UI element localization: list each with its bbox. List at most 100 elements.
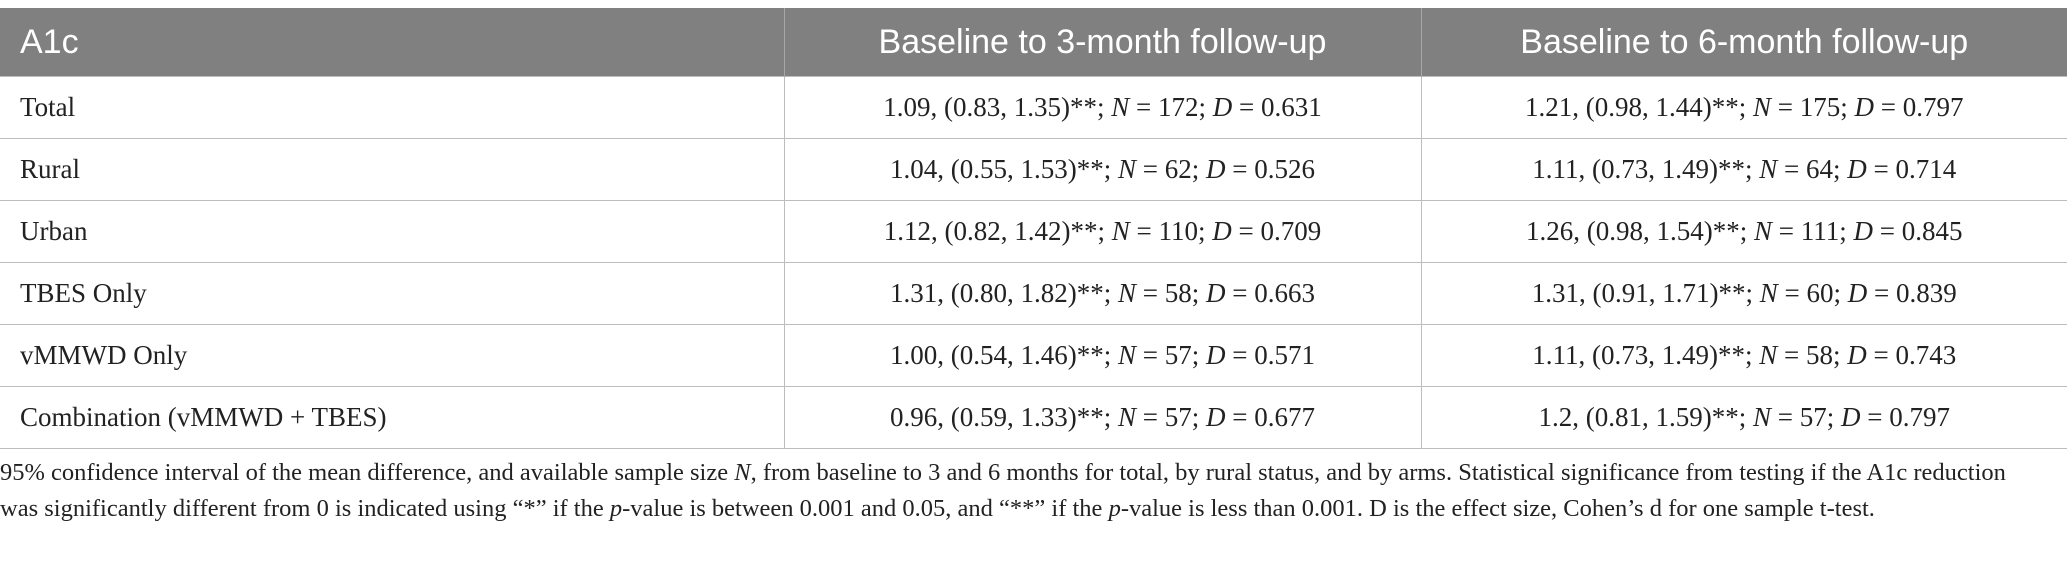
- sample-size: 110;: [1158, 216, 1206, 246]
- equals-sign: =: [1777, 278, 1807, 308]
- effect-size: 0.709: [1260, 216, 1322, 246]
- d-symbol: D: [1206, 154, 1226, 184]
- effect-size: 0.845: [1901, 216, 1963, 246]
- sample-size: 57;: [1164, 340, 1200, 370]
- equals-sign: =: [1874, 92, 1903, 122]
- sample-size: 58;: [1805, 340, 1841, 370]
- effect-size: 0.631: [1260, 92, 1322, 122]
- row-label: vMMWD Only: [0, 324, 784, 387]
- footnote-text-1: 95% confidence interval of the mean diff…: [0, 459, 735, 486]
- table-footnote: 95% confidence interval of the mean diff…: [0, 449, 2062, 527]
- n-symbol: N: [1117, 154, 1136, 184]
- effect-size: 0.526: [1254, 154, 1315, 184]
- estimate-ci: 1.11, (0.73, 1.49)**;: [1532, 154, 1753, 184]
- d-symbol: D: [1206, 340, 1226, 370]
- estimate-ci: 1.21, (0.98, 1.44)**;: [1525, 92, 1747, 122]
- cell-3-month: 1.00, (0.54, 1.46)**; N = 57; D = 0.571: [783, 324, 1421, 387]
- table-row: Total 1.09, (0.83, 1.35)**; N = 172; D = …: [0, 76, 2067, 139]
- equals-sign: =: [1136, 340, 1165, 370]
- footnote-p-symbol: p: [1108, 495, 1121, 522]
- equals-sign: =: [1136, 278, 1165, 308]
- header-3-month: Baseline to 3-month follow-up: [783, 8, 1421, 77]
- footnote-text-3: -value is between 0.001 and 0.05, and “*…: [622, 495, 1109, 522]
- header-a1c: A1c: [0, 8, 784, 77]
- d-symbol: D: [1847, 154, 1867, 184]
- d-symbol: D: [1212, 216, 1232, 246]
- sample-size: 57;: [1164, 402, 1200, 432]
- cell-6-month: 1.11, (0.73, 1.49)**; N = 58; D = 0.743: [1420, 324, 2067, 387]
- cell-6-month: 1.21, (0.98, 1.44)**; N = 175; D = 0.797: [1420, 76, 2067, 139]
- estimate-ci: 1.31, (0.80, 1.82)**;: [890, 278, 1112, 308]
- table-row: Rural 1.04, (0.55, 1.53)**; N = 62; D = 0…: [0, 138, 2067, 201]
- estimate-ci: 1.2, (0.81, 1.59)**;: [1538, 402, 1747, 432]
- n-symbol: N: [1111, 92, 1130, 122]
- footnote-text-2: , from baseline to 3 and 6 months for to…: [0, 459, 2006, 522]
- n-symbol: N: [1111, 216, 1130, 246]
- effect-size: 0.677: [1254, 402, 1315, 432]
- row-label: Rural: [0, 138, 784, 201]
- effect-size: 0.714: [1895, 154, 1957, 184]
- estimate-ci: 1.00, (0.54, 1.46)**;: [890, 340, 1112, 370]
- effect-size: 0.743: [1895, 340, 1957, 370]
- d-symbol: D: [1841, 402, 1861, 432]
- row-label: Combination (vMMWD + TBES): [0, 386, 784, 449]
- row-label: TBES Only: [0, 262, 784, 325]
- cell-6-month: 1.2, (0.81, 1.59)**; N = 57; D = 0.797: [1420, 386, 2067, 449]
- footnote-p-symbol: p: [609, 495, 623, 522]
- d-symbol: D: [1847, 278, 1868, 308]
- d-symbol: D: [1206, 278, 1226, 308]
- equals-sign: =: [1231, 216, 1261, 246]
- footnote-n-symbol: N: [734, 459, 751, 486]
- cell-3-month: 1.09, (0.83, 1.35)**; N = 172; D = 0.631: [783, 76, 1421, 139]
- estimate-ci: 1.04, (0.55, 1.53)**;: [890, 154, 1112, 184]
- sample-size: 60;: [1806, 278, 1841, 308]
- d-symbol: D: [1206, 402, 1226, 432]
- equals-sign: =: [1225, 402, 1255, 432]
- equals-sign: =: [1225, 154, 1255, 184]
- estimate-ci: 1.31, (0.91, 1.71)**;: [1531, 278, 1753, 308]
- estimate-ci: 0.96, (0.59, 1.33)**;: [890, 402, 1112, 432]
- sample-size: 64;: [1805, 154, 1841, 184]
- equals-sign: =: [1129, 216, 1159, 246]
- equals-sign: =: [1232, 92, 1261, 122]
- cell-6-month: 1.26, (0.98, 1.54)**; N = 111; D = 0.845: [1420, 200, 2067, 263]
- equals-sign: =: [1866, 154, 1896, 184]
- n-symbol: N: [1759, 278, 1778, 308]
- header-row: A1c Baseline to 3-month follow-up Baseli…: [0, 8, 2067, 77]
- n-symbol: N: [1117, 402, 1136, 432]
- equals-sign: =: [1771, 402, 1800, 432]
- equals-sign: =: [1136, 402, 1165, 432]
- equals-sign: =: [1866, 340, 1896, 370]
- results-table: A1c Baseline to 3-month follow-up Baseli…: [0, 8, 2067, 449]
- n-symbol: N: [1752, 92, 1771, 122]
- table-row: Combination (vMMWD + TBES) 0.96, (0.59, 1…: [0, 386, 2067, 449]
- table-row: vMMWD Only 1.00, (0.54, 1.46)**; N = 57; …: [0, 324, 2067, 387]
- equals-sign: =: [1860, 402, 1890, 432]
- sample-size: 57;: [1799, 402, 1835, 432]
- effect-size: 0.797: [1889, 402, 1950, 432]
- effect-size: 0.571: [1254, 340, 1315, 370]
- table-container: A1c Baseline to 3-month follow-up Baseli…: [0, 8, 2067, 527]
- table-row: TBES Only 1.31, (0.80, 1.82)**; N = 58; D…: [0, 262, 2067, 325]
- cell-6-month: 1.11, (0.73, 1.49)**; N = 64; D = 0.714: [1420, 138, 2067, 201]
- sample-size: 58;: [1164, 278, 1200, 308]
- cell-3-month: 1.12, (0.82, 1.42)**; N = 110; D = 0.709: [783, 200, 1421, 263]
- row-label: Total: [0, 76, 784, 139]
- n-symbol: N: [1759, 340, 1778, 370]
- equals-sign: =: [1225, 278, 1255, 308]
- equals-sign: =: [1867, 278, 1896, 308]
- d-symbol: D: [1853, 216, 1874, 246]
- n-symbol: N: [1117, 278, 1136, 308]
- cell-3-month: 1.31, (0.80, 1.82)**; N = 58; D = 0.663: [783, 262, 1421, 325]
- equals-sign: =: [1777, 154, 1806, 184]
- sample-size: 172;: [1157, 92, 1206, 122]
- sample-size: 111;: [1800, 216, 1847, 246]
- equals-sign: =: [1771, 92, 1800, 122]
- estimate-ci: 1.09, (0.83, 1.35)**;: [883, 92, 1105, 122]
- sample-size: 175;: [1799, 92, 1848, 122]
- d-symbol: D: [1847, 340, 1867, 370]
- effect-size: 0.663: [1254, 278, 1315, 308]
- cell-6-month: 1.31, (0.91, 1.71)**; N = 60; D = 0.839: [1420, 262, 2067, 325]
- row-label: Urban: [0, 200, 784, 263]
- footnote-text-4: -value is less than 0.001. D is the effe…: [1120, 495, 1875, 522]
